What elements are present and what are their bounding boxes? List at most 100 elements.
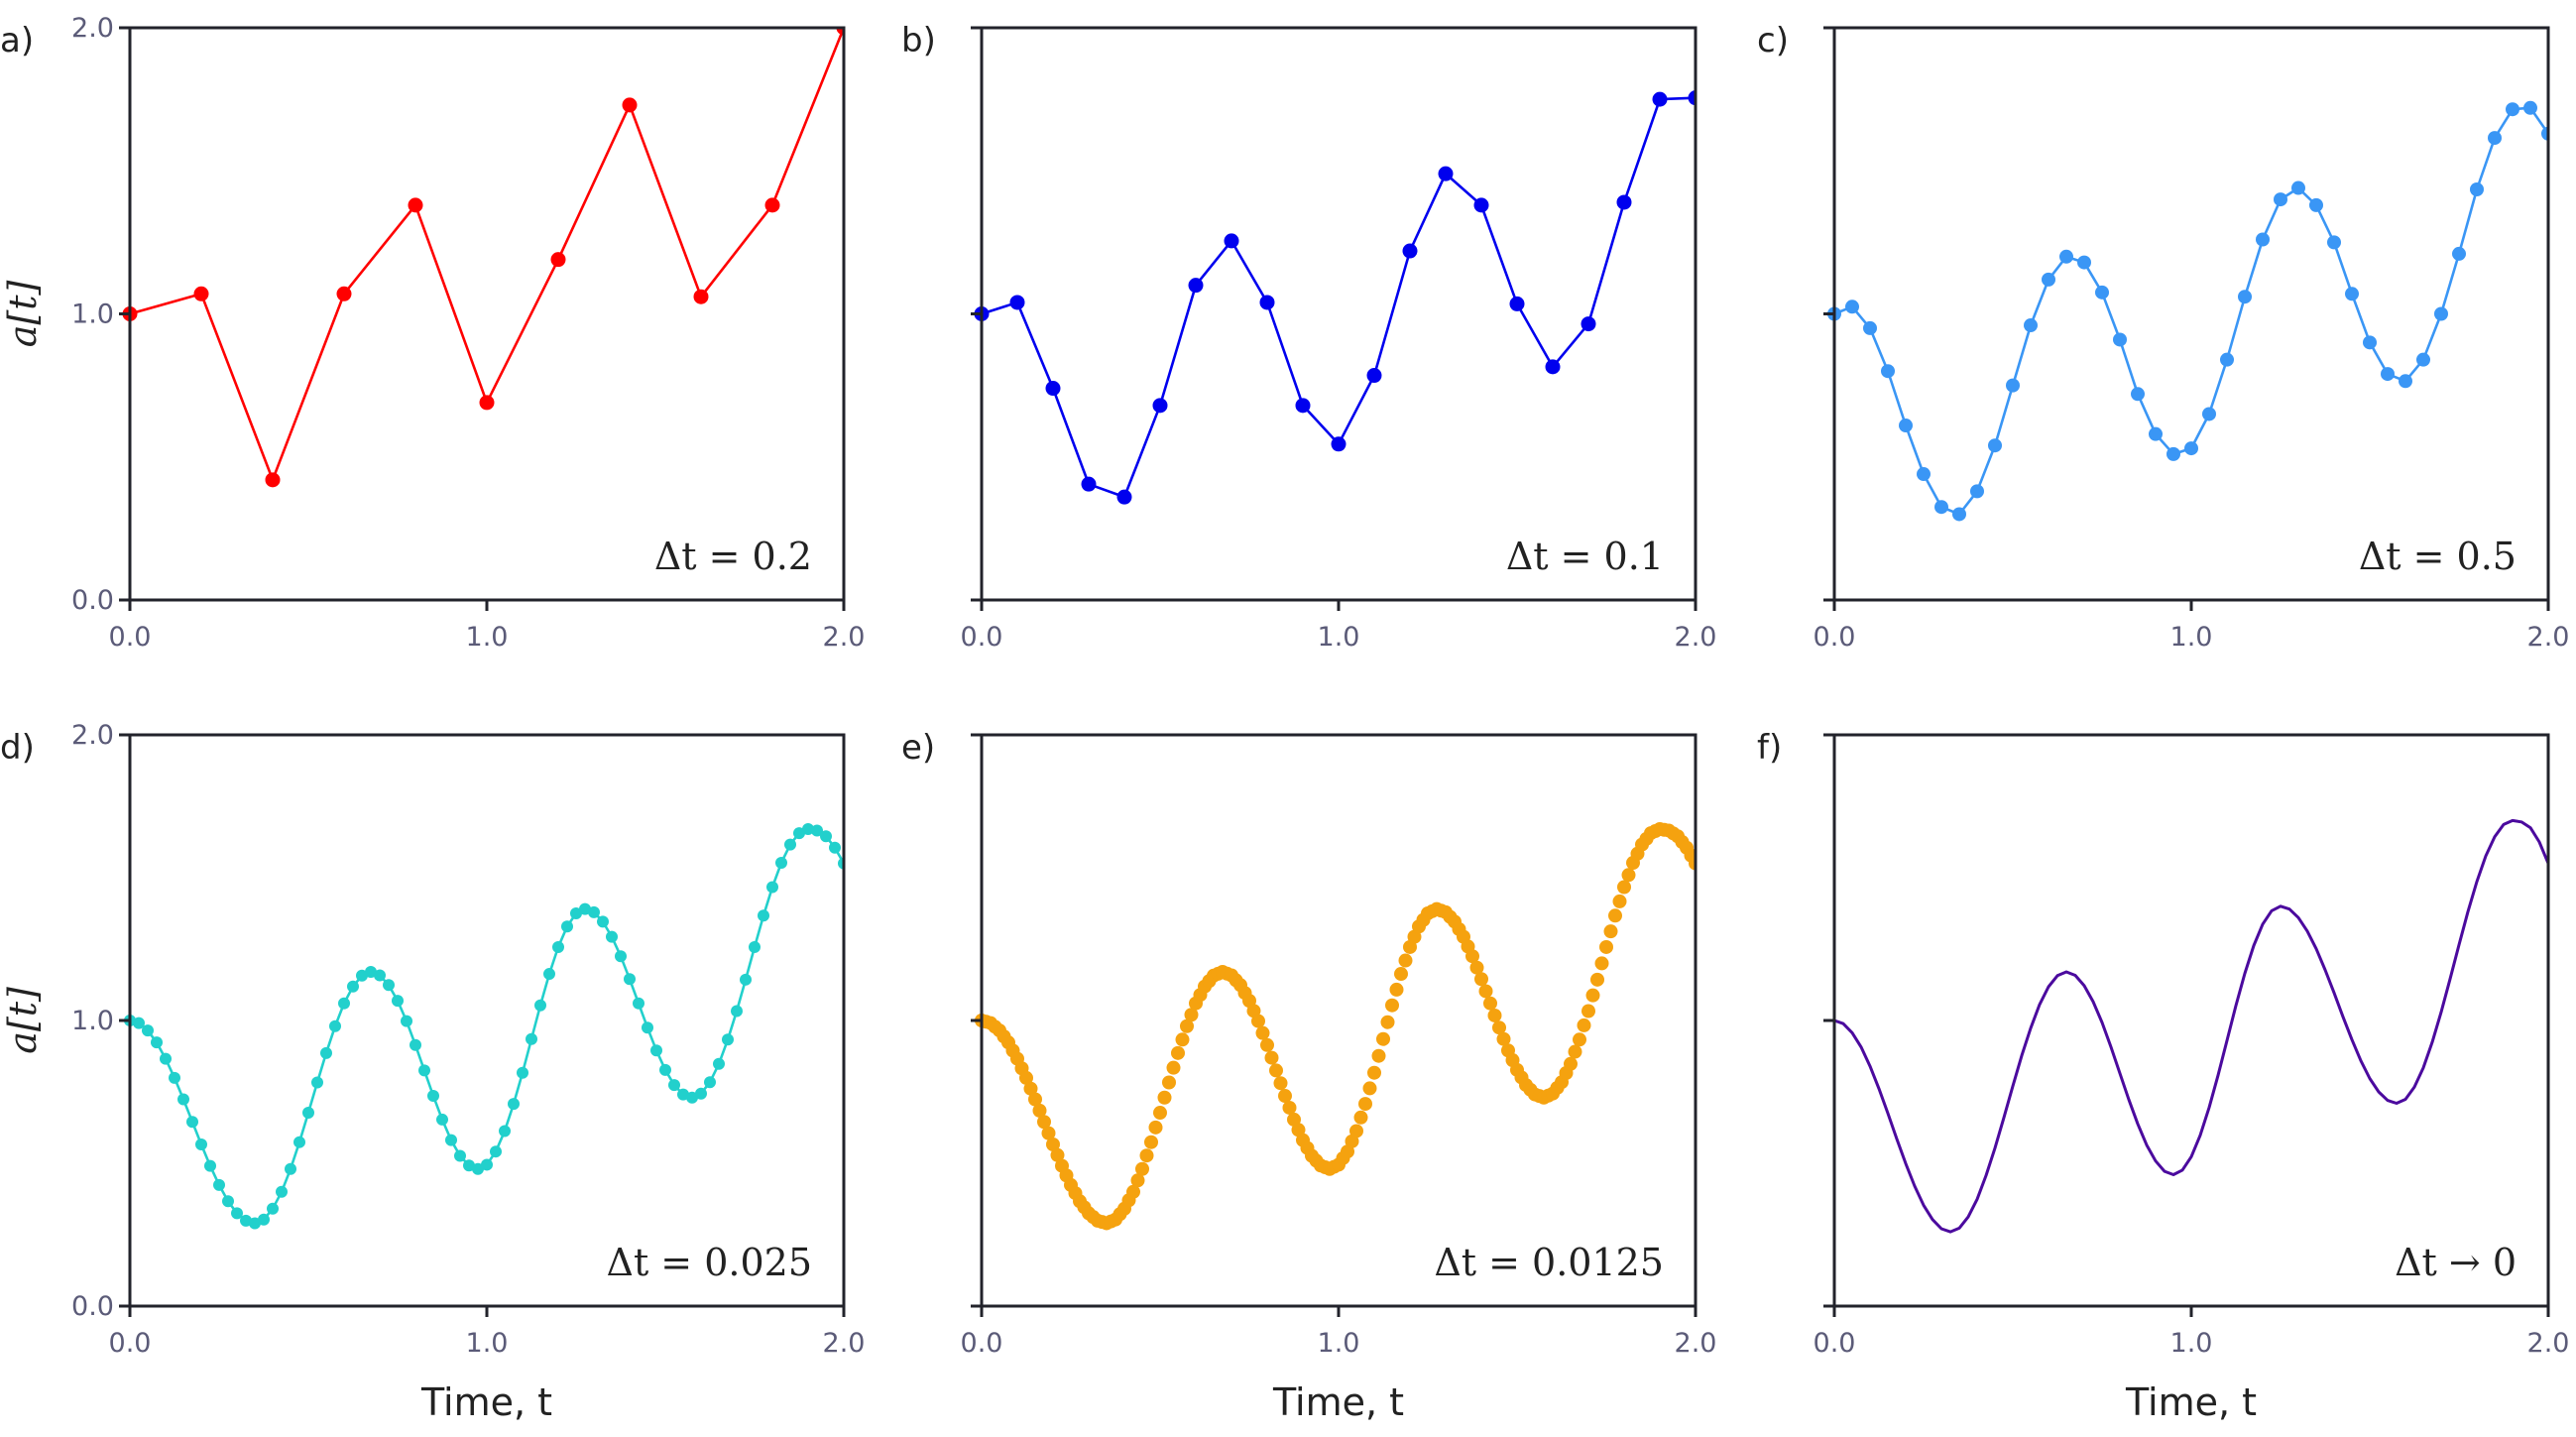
- delta-t-label: Δt = 0.2: [654, 535, 812, 578]
- data-point: [624, 973, 636, 986]
- data-point: [1353, 1110, 1368, 1125]
- data-point: [418, 1064, 430, 1077]
- data-point: [1037, 1115, 1051, 1130]
- data-point: [1144, 1135, 1158, 1149]
- axes-frame: [128, 26, 846, 602]
- data-point: [1376, 1031, 1390, 1046]
- data-point: [597, 915, 609, 928]
- data-point: [267, 1202, 279, 1215]
- data-point: [1564, 1056, 1578, 1071]
- data-point: [436, 1113, 448, 1126]
- data-point: [1041, 1126, 1056, 1140]
- data-point: [302, 1107, 314, 1120]
- x-axis-label: Time, t: [420, 1380, 552, 1424]
- data-point: [693, 289, 709, 304]
- x-tick-label: 1.0: [466, 1328, 509, 1359]
- data-point: [1380, 1015, 1395, 1029]
- data-point: [1362, 1081, 1377, 1096]
- data-point: [1845, 299, 1859, 314]
- data-point: [213, 1178, 225, 1191]
- data-point: [392, 995, 404, 1008]
- data-point: [1282, 1100, 1297, 1115]
- data-point: [1608, 908, 1622, 923]
- x-tick-label: 2.0: [823, 622, 866, 653]
- data-point: [1469, 960, 1484, 975]
- data-point: [336, 286, 352, 301]
- data-point: [588, 905, 600, 918]
- data-point: [1577, 1018, 1591, 1032]
- data-point: [222, 1195, 234, 1208]
- series-line: [129, 28, 844, 482]
- data-point: [151, 1036, 163, 1049]
- panel-d: 0.0 1.0 2.0 0.0 1.0 2.0 d) Δt = 0.025 Time, t a[t…: [0, 720, 865, 1424]
- data-point: [526, 1032, 537, 1045]
- data-point: [463, 1159, 475, 1172]
- data-point: [1621, 868, 1636, 883]
- data-point: [1278, 1089, 1292, 1104]
- data-point: [2291, 180, 2305, 195]
- data-point: [1116, 489, 1132, 505]
- data-point: [445, 1134, 457, 1146]
- data-point: [374, 969, 386, 982]
- data-point: [169, 1071, 180, 1084]
- data-point: [543, 968, 555, 981]
- data-point: [2256, 232, 2270, 247]
- data-point: [606, 930, 618, 943]
- data-point: [1180, 1018, 1194, 1033]
- data-point: [570, 907, 582, 919]
- data-point: [1688, 90, 1696, 106]
- data-point: [410, 1038, 421, 1051]
- data-point: [1046, 1137, 1060, 1151]
- data-point: [481, 1158, 493, 1171]
- x-tick-label: 1.0: [466, 622, 509, 653]
- data-point: [320, 1046, 332, 1059]
- data-point: [383, 979, 395, 992]
- data-point: [508, 1098, 520, 1111]
- data-point: [1465, 949, 1479, 964]
- data-point: [1568, 1044, 1582, 1059]
- data-point: [258, 1213, 270, 1226]
- data-point: [1483, 996, 1497, 1011]
- data-point: [1398, 953, 1413, 968]
- data-point: [1988, 438, 2002, 453]
- data-point: [1478, 984, 1493, 999]
- data-point: [472, 1162, 484, 1175]
- data-point: [1590, 972, 1604, 987]
- data-point: [1264, 1050, 1279, 1065]
- data-point: [329, 1019, 341, 1032]
- data-point: [1473, 197, 1489, 213]
- data-point: [2470, 182, 2484, 197]
- data-point: [1135, 1161, 1149, 1176]
- data-point: [829, 841, 841, 854]
- data-point: [764, 197, 780, 213]
- data-point: [713, 1057, 725, 1070]
- data-point: [356, 969, 368, 982]
- data-point: [784, 838, 796, 851]
- data-point: [1970, 484, 1984, 499]
- data-point: [1394, 967, 1408, 982]
- data-point: [1899, 419, 1913, 433]
- data-point: [1045, 381, 1061, 397]
- data-point: [1023, 1081, 1038, 1096]
- data-point: [793, 827, 805, 840]
- data-point: [722, 1033, 734, 1046]
- data-point: [2131, 387, 2145, 402]
- plot-area: [124, 823, 844, 1230]
- x-axis-label: Time, t: [1272, 1380, 1404, 1424]
- data-point: [285, 1162, 296, 1175]
- data-point: [668, 1079, 680, 1092]
- data-point: [1385, 998, 1399, 1013]
- y-tick-label: 0.0: [71, 1291, 114, 1322]
- data-point: [240, 1214, 252, 1227]
- data-point: [193, 286, 209, 301]
- data-point: [249, 1217, 261, 1230]
- data-point: [550, 252, 566, 268]
- x-tick-label: 1.0: [2170, 1328, 2213, 1359]
- axes-frame: [980, 26, 1698, 602]
- data-point: [2166, 446, 2180, 461]
- data-point: [2095, 285, 2109, 299]
- data-point: [231, 1207, 243, 1220]
- data-point: [2006, 378, 2020, 393]
- data-point: [749, 940, 761, 953]
- data-point: [2416, 352, 2430, 367]
